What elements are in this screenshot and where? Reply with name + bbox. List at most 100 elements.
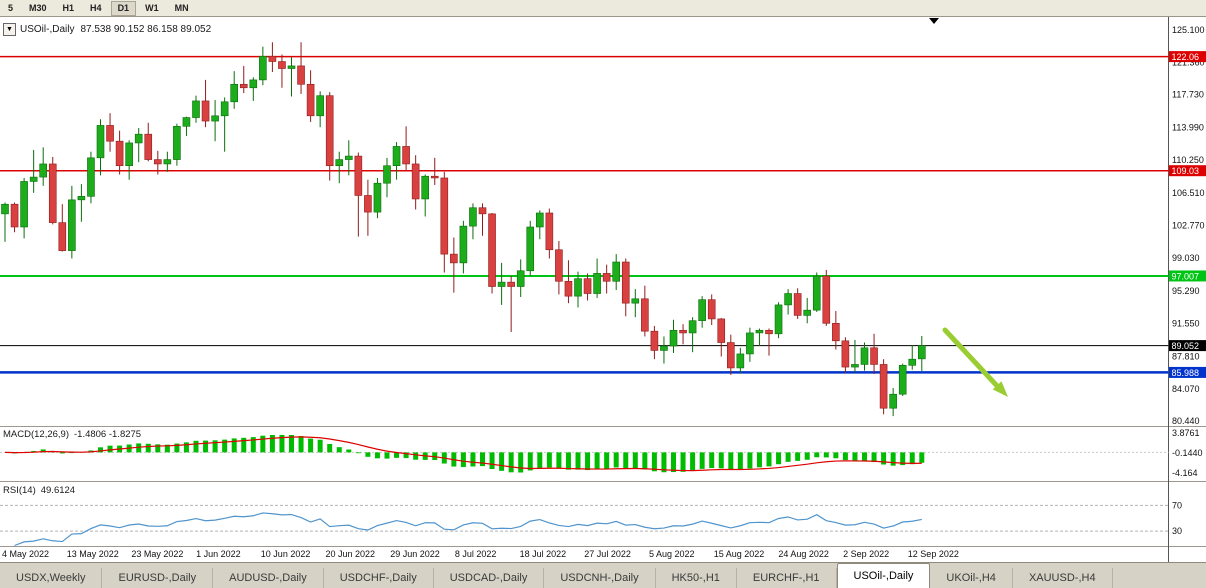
timeframe-button-m30[interactable]: M30 [29, 2, 47, 13]
chart-title: ▼ USOil-,Daily 87.538 90.152 86.158 89.0… [3, 23, 211, 36]
timeframe-button-5[interactable]: 5 [8, 2, 14, 13]
chart-shift-marker-icon [929, 18, 939, 24]
candle-body [239, 83, 248, 89]
date-axis-label: 2 Sep 2022 [843, 549, 889, 559]
chart-tab-eurusd-daily[interactable]: EURUSD-,Daily [102, 568, 214, 588]
candle-body [383, 165, 391, 184]
candle-body [201, 100, 210, 122]
price-axis-label: 80.440 [1172, 416, 1200, 426]
chart-tab-ukoil-h4[interactable]: UKOil-,H4 [930, 568, 1013, 588]
candle-body [593, 273, 601, 294]
candle-body [784, 293, 792, 306]
candle-body [249, 79, 258, 89]
macd-signal-line [4, 436, 922, 472]
chart-tab-usdchf-daily[interactable]: USDCHF-,Daily [324, 568, 434, 588]
candle-body [421, 175, 430, 200]
trend-arrow[interactable] [942, 327, 1002, 391]
price-axis-label: 87.810 [1172, 351, 1200, 361]
chart-tab-audusd-daily[interactable]: AUDUSD-,Daily [213, 568, 324, 588]
timeframe-button-h1[interactable]: H1 [62, 2, 75, 13]
candle-body [516, 270, 525, 287]
candle-body [812, 275, 821, 311]
candle-body [316, 95, 324, 117]
date-axis-label: 18 Jul 2022 [520, 549, 567, 559]
chart-tab-usdcnh-daily[interactable]: USDCNH-,Daily [544, 568, 656, 588]
candle-body [48, 163, 57, 223]
candle-body [688, 320, 697, 334]
candle-body [488, 213, 496, 287]
candle-body [96, 125, 105, 159]
candle-body [306, 83, 315, 117]
candle-body [631, 298, 640, 304]
rsi-indicator-label: RSI(14) 49.6124 [3, 485, 75, 496]
price-axis-label: 84.070 [1172, 384, 1200, 394]
candle-body [908, 358, 917, 366]
chart-canvas[interactable]: 125.100 121.360 117.730 113.990 110.250 106.5… [0, 17, 1206, 562]
candle-body [679, 329, 687, 334]
candle-body [660, 345, 668, 351]
price-tag [1169, 340, 1206, 352]
chart-tab-usdcad-daily[interactable]: USDCAD-,Daily [434, 568, 545, 588]
trend-arrow-head[interactable] [992, 381, 1008, 397]
chart-tab-usoil-daily[interactable]: USOil-,Daily [836, 563, 931, 588]
date-axis-label: 1 Jun 2022 [196, 549, 241, 559]
candle-body [58, 222, 67, 251]
candle-body [259, 55, 267, 81]
timeframe-toolbar: 5 M30 H1 H4 D1 W1 MN [0, 0, 1206, 17]
price-axis-label: 113.990 [1172, 122, 1204, 132]
chart-tab-usdx-weekly[interactable]: USDX,Weekly [0, 568, 103, 588]
date-axis-label: 23 May 2022 [131, 549, 183, 559]
candle-body [182, 117, 191, 127]
chart-tab-xauusd-h4[interactable]: XAUUSD-,H4 [1013, 568, 1113, 588]
candle-body [736, 353, 745, 369]
price-axis-label: 95.290 [1172, 286, 1200, 296]
candle-body [469, 207, 477, 227]
rsi-line [14, 512, 922, 547]
timeframe-button-mn[interactable]: MN [174, 2, 189, 13]
price-axis-label: 110.250 [1172, 155, 1204, 165]
price-axis-label: 91.550 [1172, 319, 1200, 329]
symbol-tabbar: USDX,Weekly EURUSD-,Daily AUDUSD-,Daily USD… [0, 562, 1206, 588]
candle-body [726, 342, 735, 369]
candle-body [364, 195, 372, 213]
candle-body [822, 275, 831, 324]
chart-dropdown-icon[interactable]: ▼ [3, 23, 16, 36]
candle-body [106, 125, 114, 142]
candle-body [641, 298, 649, 332]
candle-body [803, 309, 812, 316]
candle-body [77, 196, 86, 201]
candle-body [402, 146, 410, 165]
price-tag [1169, 270, 1206, 282]
chart-tab-hk50-h1[interactable]: HK50-,H1 [656, 568, 737, 588]
candle-body [344, 155, 353, 160]
timeframe-button-w1[interactable]: W1 [145, 2, 159, 13]
candle-body [411, 163, 420, 200]
candle-body [440, 177, 449, 255]
candle-body [507, 281, 515, 287]
candle-body [335, 159, 344, 167]
candle-body [583, 278, 592, 294]
candle-body [125, 142, 133, 167]
rsi-axis-label: 30 [1172, 526, 1182, 536]
candle-body [430, 175, 439, 179]
candle-body [526, 226, 535, 272]
date-axis-label: 20 Jun 2022 [326, 549, 376, 559]
macd-axis-label: -4.164 [1172, 468, 1198, 478]
candle-body [10, 203, 19, 228]
price-tag [1169, 165, 1206, 177]
candle-body [717, 318, 726, 343]
candle-body [1, 203, 9, 215]
chart-area[interactable]: 125.100 121.360 117.730 113.990 110.250 106.5… [0, 17, 1206, 562]
date-axis-label: 10 Jun 2022 [261, 549, 311, 559]
price-axis-label: 117.730 [1172, 90, 1204, 100]
candle-body [39, 163, 48, 178]
timeframe-button-h4[interactable]: H4 [90, 2, 102, 13]
date-axis-label: 5 Aug 2022 [649, 549, 695, 559]
candle-body [765, 329, 773, 335]
chart-tab-eurchf-h1[interactable]: EURCHF-,H1 [737, 568, 837, 588]
price-tag-label: 109.03 [1172, 166, 1200, 176]
candle-body [87, 157, 95, 197]
candle-body [163, 159, 172, 165]
timeframe-button-d1[interactable]: D1 [110, 0, 137, 16]
